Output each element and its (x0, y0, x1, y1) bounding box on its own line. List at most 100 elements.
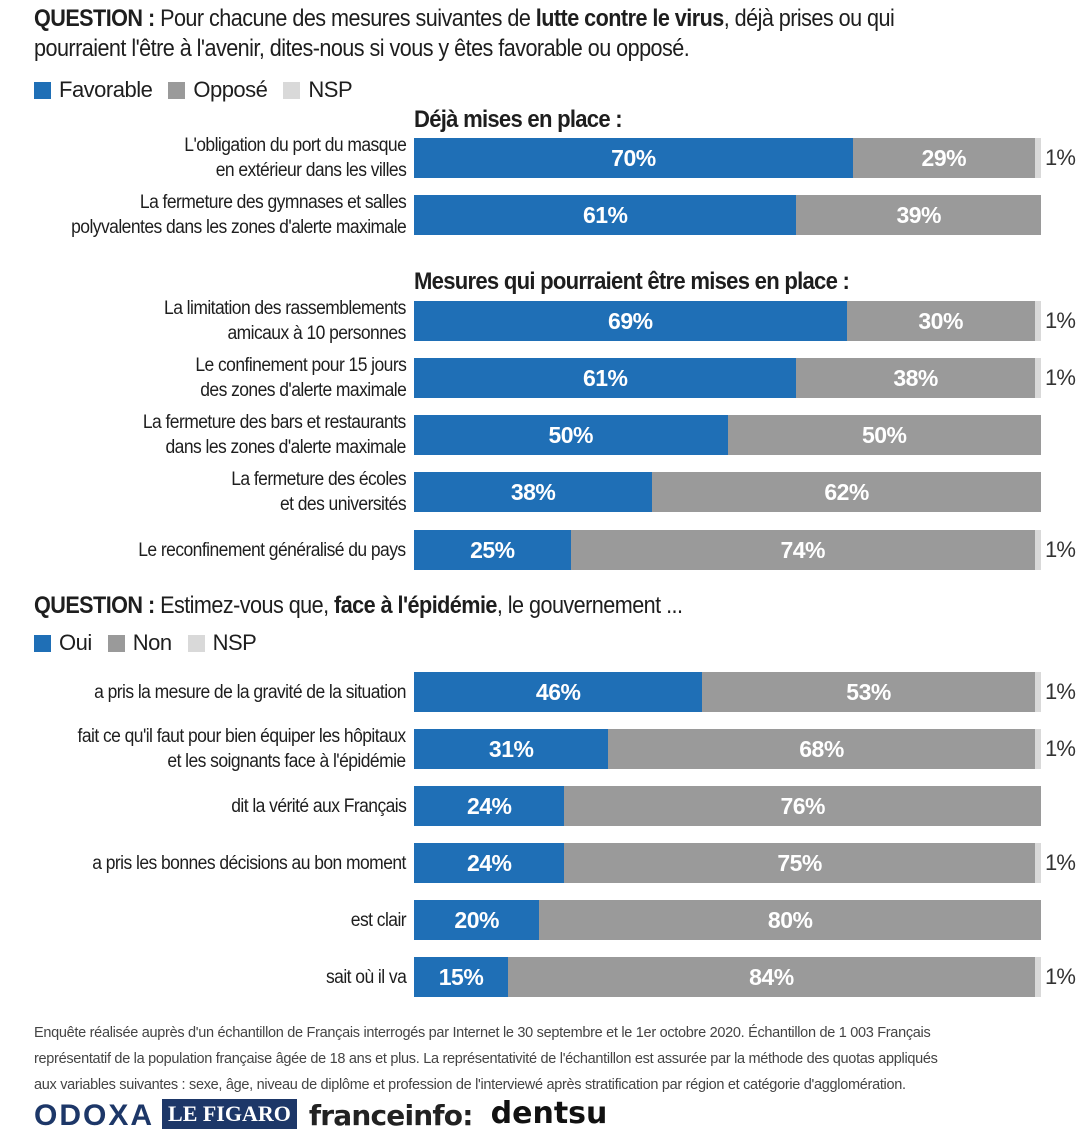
bar-segment-positive: 38% (414, 472, 653, 512)
stacked-bar: 24% 76% (414, 786, 1041, 826)
bar-segment-positive: 69% (414, 301, 847, 341)
bar-segment-nsp (1034, 843, 1041, 883)
bar-segment-negative: 74% (570, 530, 1035, 570)
data-label: 38% (893, 364, 938, 391)
legend-swatch-oppose (168, 81, 186, 99)
stacked-bar: 50% 50% (414, 415, 1041, 455)
data-label: 75% (777, 849, 822, 876)
category-label-line: fait ce qu'il faut pour bien équiper les… (77, 726, 407, 747)
category-label-text: dit la vérité aux Français (230, 794, 407, 819)
bar-row: La fermeture des bars et restaurants dans… (0, 412, 1080, 458)
category-label-text: a pris les bonnes décisions au bon momen… (92, 851, 406, 876)
category-label: a pris les bonnes décisions au bon momen… (6, 843, 406, 883)
stacked-bar: 31% 68% (414, 729, 1041, 769)
data-label: 39% (896, 201, 941, 228)
stacked-bar: 61% 38% (414, 358, 1041, 398)
le-figaro-logo: LE FIGARO (162, 1099, 297, 1129)
partner-logos: ODOXA LE FIGARO franceinfo: dentsu (34, 1098, 607, 1132)
bar-segment-negative: 68% (608, 729, 1035, 769)
question-1-text-a: Pour chacune des mesures suivantes de (154, 5, 536, 32)
legend-item-nsp: NSP (283, 77, 353, 103)
category-label-text: a pris la mesure de la gravité de la sit… (94, 680, 406, 705)
data-label: 25% (470, 536, 515, 563)
category-label: La fermeture des bars et restaurants dans… (6, 412, 406, 458)
bar-segment-nsp (1034, 672, 1041, 712)
bar-segment-positive: 25% (414, 530, 571, 570)
legend-label-oui: Oui (59, 630, 92, 655)
category-label-text: Le confinement pour 15 jours des zones d'… (195, 353, 407, 403)
bar-row: a pris la mesure de la gravité de la sit… (0, 672, 1080, 712)
category-label-line: La fermeture des bars et restaurants (143, 412, 406, 433)
bar-segment-positive: 31% (414, 729, 609, 769)
bar-segment-nsp (1034, 358, 1041, 398)
data-label: 68% (799, 735, 844, 762)
question-2-text-bold: face à l'épidémie (334, 592, 497, 619)
data-label: 61% (582, 201, 628, 228)
nsp-value-label: 1% (1045, 365, 1076, 390)
category-label-text: fait ce qu'il faut pour bien équiper les… (77, 724, 407, 774)
legend-label-favorable: Favorable (59, 77, 153, 102)
category-label-text: La limitation des rassemblements amicaux … (164, 296, 406, 346)
bar-segment-positive: 61% (414, 195, 797, 235)
bar-row: Le confinement pour 15 jours des zones d'… (0, 355, 1080, 401)
nsp-value-label: 1% (1045, 964, 1076, 989)
footnote-line-2: représentatif de la population française… (34, 1051, 938, 1067)
bar-segment-negative: 39% (796, 195, 1041, 235)
legend-label-nsp: NSP (308, 77, 353, 102)
bar-segment-negative: 50% (727, 415, 1041, 455)
category-label-line: L'obligation du port du masque (184, 135, 407, 156)
category-label: Le reconfinement généralisé du pays (6, 530, 407, 570)
nsp-value-label: 1% (1045, 679, 1076, 704)
category-label-line: dit la vérité aux Français (230, 795, 407, 817)
nsp-value-label: 1% (1045, 850, 1076, 875)
legend-swatch-nsp-2 (187, 634, 205, 652)
bar-row: sait où il va 15% 84% 1% (0, 957, 1080, 997)
legend-item-oppose: Opposé (168, 77, 268, 103)
category-label: La fermeture des gymnases et salles polyv… (6, 192, 407, 238)
bar-segment-negative: 29% (852, 138, 1035, 178)
question-2: QUESTION : Estimez-vous que, face à l'ép… (34, 591, 1051, 621)
bar-segment-nsp (1034, 530, 1041, 570)
legend-swatch-non (107, 634, 125, 652)
bar-row: La fermeture des gymnases et salles polyv… (0, 192, 1080, 238)
stacked-bar: 15% 84% (414, 957, 1041, 997)
legend-label-nsp-2: NSP (212, 630, 257, 655)
data-label: 62% (824, 478, 869, 505)
bar-segment-positive: 24% (414, 843, 565, 883)
data-label: 29% (921, 144, 967, 171)
question-2-prefix: QUESTION : (34, 592, 155, 619)
category-label-text: Le reconfinement généralisé du pays (139, 538, 407, 563)
bar-segment-positive: 15% (414, 957, 509, 997)
footnote-line-3: aux variables suivantes : sexe, âge, niv… (34, 1077, 906, 1093)
data-label: 70% (611, 144, 656, 171)
category-label-line: amicaux à 10 personnes (227, 323, 407, 344)
category-label-line: La limitation des rassemblements (164, 298, 406, 319)
category-label: fait ce qu'il faut pour bien équiper les… (6, 726, 407, 772)
stacked-bar: 20% 80% (414, 900, 1041, 940)
bar-segment-negative: 84% (508, 957, 1035, 997)
legend-swatch-favorable (34, 81, 51, 99)
bar-segment-negative: 75% (564, 843, 1035, 883)
category-label-line: a pris les bonnes décisions au bon momen… (92, 852, 406, 874)
dentsu-logo: dentsu (490, 1096, 608, 1131)
category-label-line: et des universités (279, 494, 407, 515)
data-label: 61% (582, 364, 628, 391)
bar-segment-negative: 62% (652, 472, 1041, 512)
category-label-text: La fermeture des écoles et des université… (231, 467, 406, 517)
bar-row: dit la vérité aux Français 24% 76% (0, 786, 1080, 826)
bar-row: L'obligation du port du masque en extérie… (0, 135, 1080, 181)
nsp-value-label: 1% (1045, 736, 1076, 761)
subhead-future: Mesures qui pourraient être mises en pla… (414, 268, 850, 295)
data-label: 74% (780, 536, 825, 563)
bar-segment-nsp (1034, 138, 1041, 178)
data-label: 84% (749, 963, 794, 990)
stacked-bar: 70% 29% (414, 138, 1041, 178)
data-label: 69% (608, 307, 653, 334)
bar-segment-negative: 30% (846, 301, 1035, 341)
category-label-line: polyvalentes dans les zones d'alerte max… (70, 217, 407, 238)
category-label-line: La fermeture des gymnases et salles (139, 192, 407, 213)
category-label-text: La fermeture des bars et restaurants dans… (143, 410, 406, 460)
bar-row: est clair 20% 80% (0, 900, 1080, 940)
category-label-line: dans les zones d'alerte maximale (165, 437, 407, 458)
stacked-bar: 38% 62% (414, 472, 1041, 512)
